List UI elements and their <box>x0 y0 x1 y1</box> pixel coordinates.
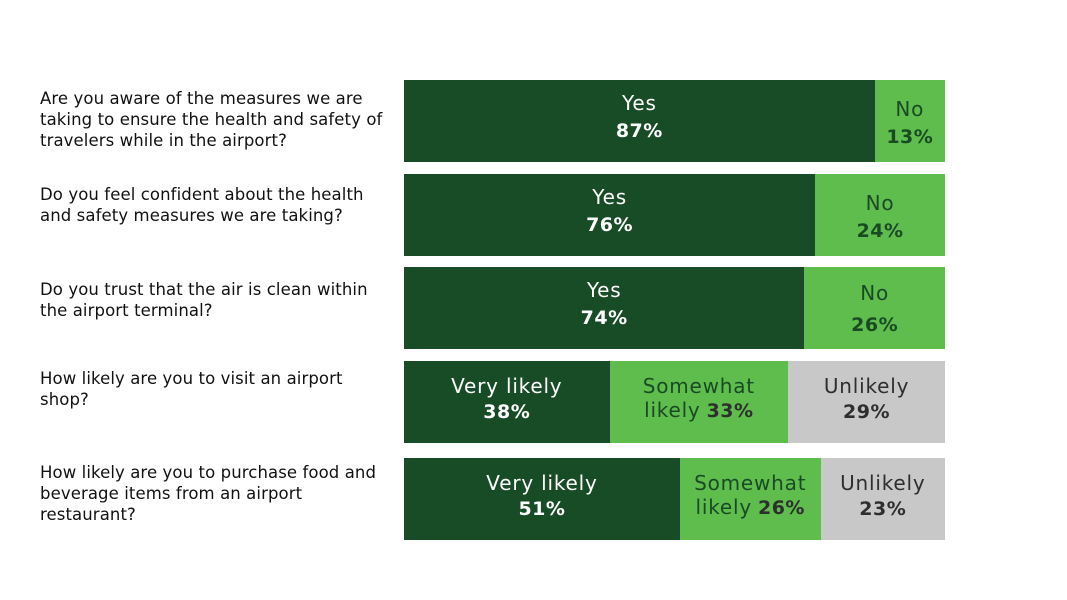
bar-segment: No 26% <box>804 267 945 349</box>
segment-text: Very likely 38% <box>404 374 610 424</box>
segment-value: 23% <box>859 498 907 520</box>
bar-segment: Yes 76% <box>404 174 816 256</box>
segment-label: Unlikely <box>823 374 910 398</box>
stacked-bar: Yes 74% No 26% <box>404 267 945 349</box>
segment-label: Somewhat <box>642 374 755 398</box>
question-label: Do you trust that the air is clean withi… <box>40 280 368 320</box>
segment-text: Unlikely 23% <box>821 471 945 521</box>
bar-segment: No 13% <box>874 80 945 162</box>
segment-label: No <box>895 97 925 121</box>
segment-label: No <box>860 281 890 305</box>
segment-text: Yes 76% <box>404 185 815 237</box>
segment-label: Yes <box>621 91 657 115</box>
bar-segment: Yes 74% <box>404 267 805 349</box>
stacked-bar: Yes 76% No 24% <box>404 174 945 256</box>
segment-value: 13% <box>886 126 934 148</box>
segment-text: Yes 74% <box>404 278 804 330</box>
segment-value: 29% <box>843 401 891 423</box>
stacked-bar: Very likely 51% Somewhat likely 26% Unlikely 2… <box>404 458 945 540</box>
segment-text: Unlikely 29% <box>788 374 945 424</box>
bar-segment: Yes 87% <box>404 80 875 162</box>
bar-segment: No 24% <box>815 174 945 256</box>
question-label: Do you feel confident about the health a… <box>40 185 364 225</box>
segment-text: No 13% <box>875 97 945 149</box>
stacked-bar: Very likely 38% Somewhat likely 33% Unlikely 2… <box>404 361 945 443</box>
segment-text: Yes 87% <box>404 91 875 143</box>
bar-segment: Unlikely 29% <box>788 361 945 443</box>
bar-segment: Unlikely 23% <box>820 458 945 540</box>
segment-label: Yes <box>592 185 627 209</box>
segment-label: Yes <box>586 278 622 302</box>
question-label: How likely are you to visit an airport s… <box>40 369 343 409</box>
segment-value: 87% <box>615 120 663 142</box>
bar-segment: Somewhat likely 26% <box>679 458 821 540</box>
segment-text: Very likely 51% <box>404 471 680 521</box>
bar-segment: Very likely 51% <box>404 458 680 540</box>
bar-segment: Very likely 38% <box>404 361 610 443</box>
segment-label: Very likely <box>451 374 563 398</box>
segment-value: 24% <box>856 220 904 242</box>
segment-value: 26% <box>851 314 899 336</box>
segment-text: No 26% <box>804 281 945 337</box>
question-label: How likely are you to purchase food and … <box>40 463 377 524</box>
segment-text: Somewhat likely 33% <box>610 374 789 424</box>
stacked-bar: Yes 87% No 13% <box>404 80 945 162</box>
segment-value: 51% <box>518 498 566 520</box>
segment-text: Somewhat likely 26% <box>680 471 821 521</box>
segment-value: 38% <box>483 401 531 423</box>
segment-text: No 24% <box>815 191 945 243</box>
segment-value: 26% <box>757 497 805 519</box>
segment-label: Very likely <box>486 471 598 495</box>
segment-label: Unlikely <box>840 471 926 495</box>
segment-label-cont: likely <box>644 398 701 422</box>
bar-segment: Somewhat likely 33% <box>609 361 789 443</box>
segment-label: Somewhat <box>694 471 807 495</box>
question-label: Are you aware of the measures we are tak… <box>40 89 383 150</box>
segment-label: No <box>865 191 895 215</box>
segment-label-cont: likely <box>695 495 752 519</box>
segment-value: 33% <box>706 400 754 422</box>
segment-value: 76% <box>586 214 634 236</box>
segment-value: 74% <box>580 307 628 329</box>
